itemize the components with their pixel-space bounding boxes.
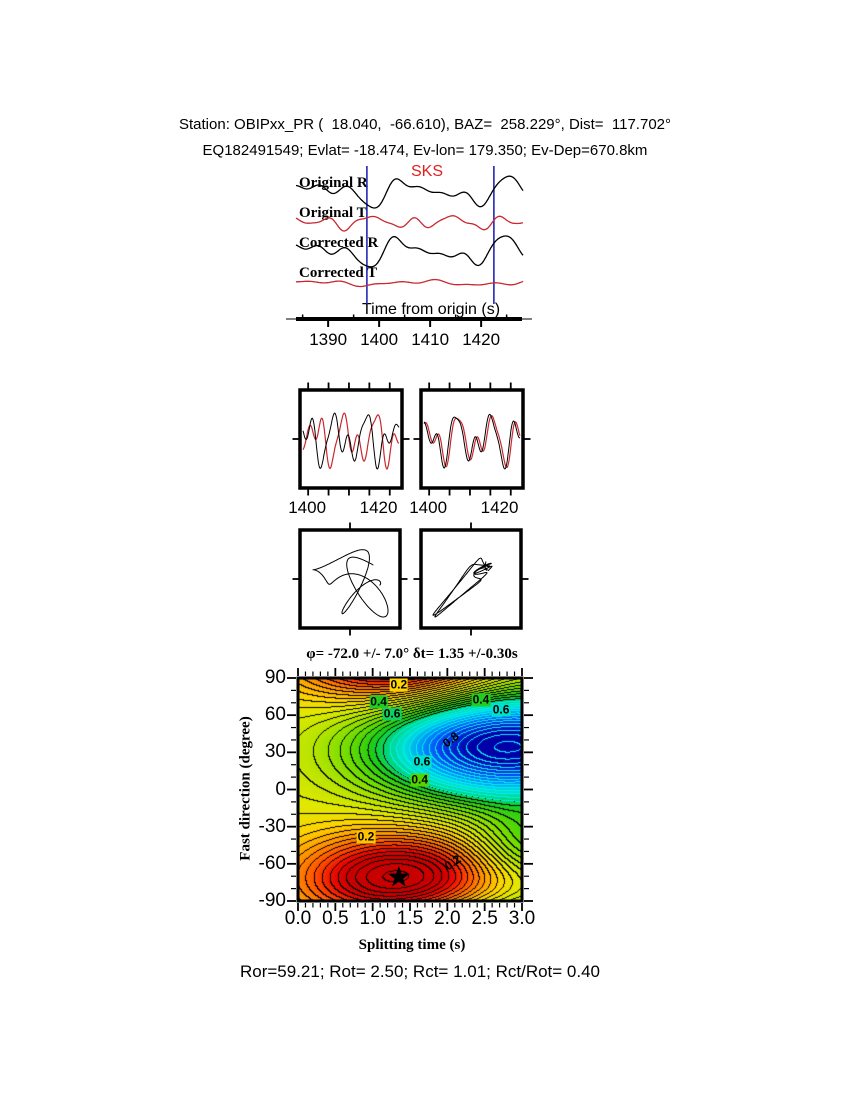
contour-frame (296, 676, 524, 903)
contour-x-tick-label: 1.0 (359, 908, 386, 929)
trace-label-original-t: Original T (299, 205, 367, 221)
panel-frame (298, 388, 404, 490)
particle-motion-curve (432, 557, 493, 618)
panel-tick-label: 1420 (480, 498, 519, 517)
contour-y-tick-label: -60 (258, 852, 286, 874)
time-axis-tick-label: 1420 (462, 330, 501, 349)
result-summary-line: Ror=59.21; Rot= 2.50; Rct= 1.01; Rct/Rot… (239, 962, 601, 981)
contour-level-label: 0.4 (471, 692, 491, 707)
waveform-trace-original-r (295, 175, 524, 209)
time-axis-tick-label: 1400 (360, 330, 399, 349)
station-info-line: Station: OBIPxx_PR ( 18.040, -66.610), B… (179, 116, 671, 133)
best-solution-star-icon (387, 865, 410, 887)
contour-x-tick-label: 0.0 (284, 908, 312, 929)
contour-x-tick-label: 3.0 (508, 908, 536, 929)
panel-frame (419, 528, 523, 630)
contour-level-label: 0.6 (412, 754, 432, 769)
contour-level-label: 0.2 (356, 829, 376, 844)
panel-tick-label: 1400 (288, 498, 327, 517)
contour-y-tick-label: 60 (264, 704, 286, 726)
particle-motion-curve (312, 549, 389, 618)
panel-frame (298, 528, 402, 630)
panel-tick-label: 1420 (359, 498, 398, 517)
compare-trace-black (302, 412, 400, 470)
contour-y-tick-label: 30 (264, 741, 286, 763)
time-axis-title: Time from origin (s) (361, 301, 501, 318)
contour-y-tick-label: 0 (275, 778, 286, 800)
contour-level-label: 0.4 (410, 772, 430, 787)
contour-x-tick-label: 0.5 (322, 908, 349, 929)
contour-x-tick-label: 2.5 (471, 908, 498, 929)
contour-x-tick-label: 2.0 (434, 908, 461, 929)
trace-label-original-r: Original R (299, 175, 368, 191)
contour-x-tick-label: 1.5 (396, 908, 424, 929)
contour-xlabel: Splitting time (s) (358, 937, 466, 953)
waveform-trace-corrected-t (296, 278, 524, 288)
event-info-line: EQ182491549; Evlat= -18.474, Ev-lon= 179… (202, 142, 648, 159)
waveform-trace-corrected-r (295, 235, 524, 268)
compare-trace-black (423, 413, 521, 470)
time-axis-tick-label: 1390 (309, 330, 348, 349)
trace-label-corrected-t: Corrected T (299, 265, 378, 281)
contour-y-tick-label: -90 (258, 890, 286, 911)
contour-level-label: 0.6 (491, 702, 511, 717)
contour-y-tick-label: -30 (258, 815, 286, 837)
compare-trace-red (423, 415, 521, 468)
waveform-trace-original-t (295, 215, 524, 232)
contour-level-label: 0.4 (369, 694, 388, 709)
panel-tick-label: 1400 (409, 498, 448, 517)
misfit-contour-map (298, 678, 522, 901)
trace-label-corrected-r: Corrected R (299, 235, 379, 251)
contour-y-tick-label: 90 (264, 667, 286, 688)
contour-title: φ= -72.0 +/- 7.0° δt= 1.35 +/-0.30s (306, 646, 518, 662)
contour-level-label: 0.6 (382, 706, 402, 721)
phase-label-sks: SKS (411, 163, 444, 180)
time-axis-tick-label: 1410 (411, 330, 450, 349)
compare-trace-red (302, 412, 400, 470)
contour-level-label: 0.2 (389, 677, 409, 692)
panel-frame (419, 388, 525, 490)
